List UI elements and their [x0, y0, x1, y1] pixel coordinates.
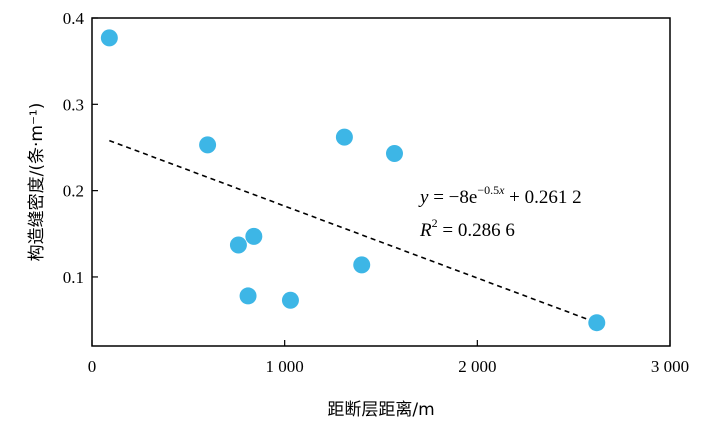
- y-axis-label: 构造缝密度/(条·m⁻¹): [27, 103, 47, 262]
- x-tick-label: 0: [88, 357, 97, 376]
- trendline-group: [109, 139, 598, 324]
- r-squared-line: R2 = 0.286 6: [419, 216, 515, 241]
- y-tick-label: 0.4: [63, 9, 85, 28]
- data-point: [335, 128, 353, 146]
- data-points: [100, 29, 606, 332]
- data-point: [245, 227, 263, 245]
- x-tick-label: 3 000: [651, 357, 689, 376]
- x-tick-label: 2 000: [458, 357, 496, 376]
- data-point: [385, 145, 403, 163]
- data-point: [199, 136, 217, 154]
- x-axis-label: 距断层距离/m: [327, 400, 434, 420]
- plot-area: [91, 17, 671, 347]
- data-point: [100, 29, 118, 47]
- y-tick-label: 0.1: [63, 268, 84, 287]
- equation-line: y = −8e−0.5x + 0.261 2: [418, 183, 582, 208]
- data-point: [229, 236, 247, 254]
- trendline: [109, 139, 598, 324]
- x-axis-ticks: 0 1 000 2 000 3 000: [88, 340, 689, 376]
- data-point: [281, 291, 299, 309]
- data-point: [588, 314, 606, 332]
- data-point: [353, 256, 371, 274]
- plot-frame: [91, 17, 671, 347]
- y-tick-label: 0.3: [63, 95, 84, 114]
- x-tick-label: 1 000: [266, 357, 304, 376]
- data-point: [239, 287, 257, 305]
- y-axis-ticks: 0.1 0.2 0.3 0.4: [63, 9, 98, 287]
- y-tick-label: 0.2: [63, 182, 84, 201]
